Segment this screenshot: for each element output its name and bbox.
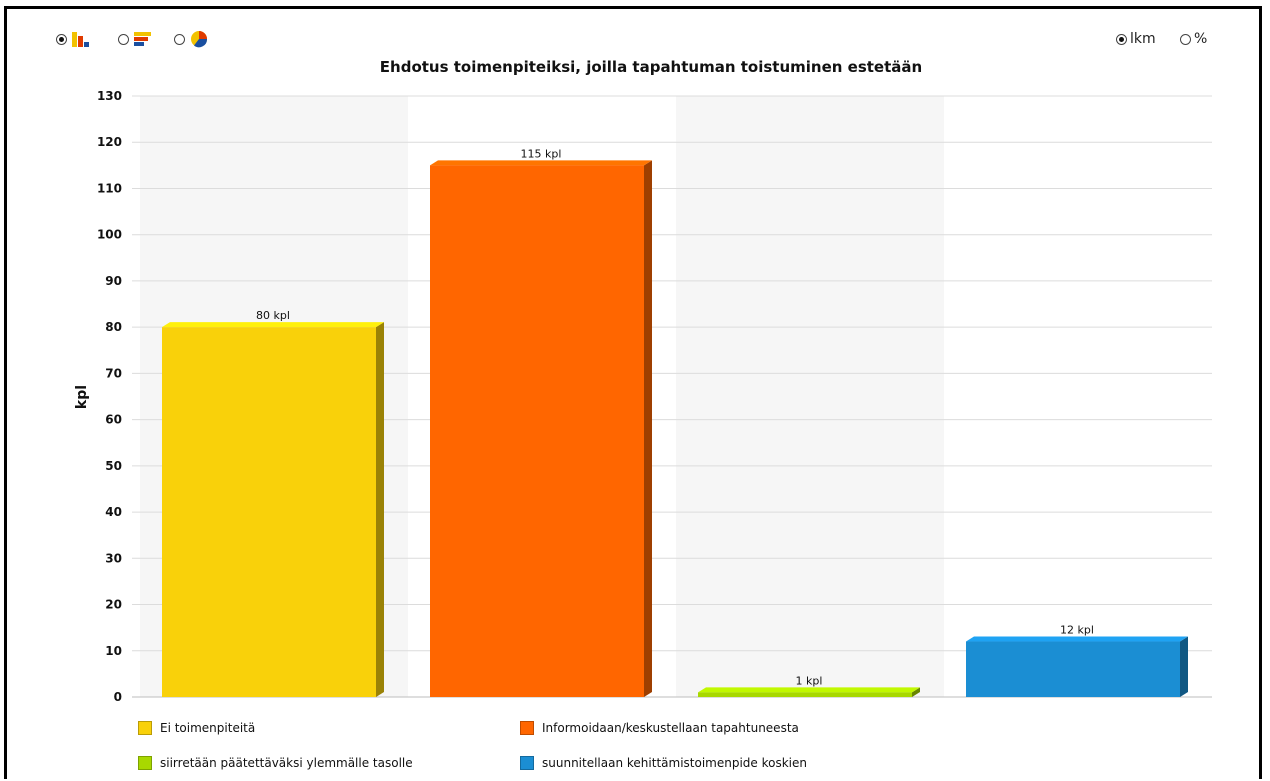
legend-label: suunnitellaan kehittämistoimenpide koski…	[542, 756, 807, 770]
legend-item: siirretään päätettäväksi ylemmälle tasol…	[138, 756, 413, 770]
legend-swatch	[520, 721, 534, 735]
unit-percent-label: %	[1194, 31, 1208, 47]
legend-swatch	[520, 756, 534, 770]
legend-item: Ei toimenpiteitä	[138, 721, 255, 735]
bar-data-label: 1 kpl	[796, 674, 823, 687]
bar-front	[162, 327, 376, 697]
bar-data-label: 12 kpl	[1060, 624, 1094, 637]
legend-swatch	[138, 756, 152, 770]
y-tick-label: 70	[105, 366, 122, 380]
bar-side	[912, 687, 920, 697]
y-tick-label: 50	[105, 459, 122, 473]
legend-item: Informoidaan/keskustellaan tapahtuneesta	[520, 721, 799, 735]
bar-top	[966, 636, 1188, 642]
unit-lkm-option[interactable]: lkm	[1116, 31, 1156, 47]
bar	[966, 636, 1188, 697]
y-tick-label: 10	[105, 644, 122, 658]
bar	[162, 322, 384, 697]
bar-front	[966, 641, 1180, 697]
bar-front	[430, 165, 644, 697]
y-tick-label: 30	[105, 551, 122, 565]
y-tick-label: 80	[105, 320, 122, 334]
y-tick-label: 100	[97, 228, 122, 242]
unit-percent-radio[interactable]	[1180, 33, 1191, 45]
bar-front	[698, 692, 912, 697]
bar-top	[430, 160, 652, 166]
bar-side	[644, 160, 652, 697]
y-tick-label: 110	[97, 181, 122, 195]
unit-percent-option[interactable]: %	[1180, 31, 1207, 47]
chart-title: Ehdotus toimenpiteiksi, joilla tapahtuma…	[380, 58, 922, 76]
bars: 80 kpl 115 kpl 1 kpl 12 kpl	[162, 147, 1188, 697]
unit-lkm-label: lkm	[1130, 31, 1156, 47]
unit-lkm-radio[interactable]	[1116, 33, 1127, 45]
y-axis-ticks: 0 10 20 30 40 50 60 70 80 90 100 110 120 130	[97, 89, 122, 704]
bar-top	[162, 322, 384, 328]
horizontal-bar-chart-radio[interactable]	[118, 33, 129, 45]
bar-chart-radio[interactable]	[56, 33, 67, 45]
legend-label: Ei toimenpiteitä	[160, 721, 256, 735]
y-tick-label: 0	[114, 690, 122, 704]
pie-chart-radio[interactable]	[174, 33, 185, 45]
bar-side	[376, 322, 384, 697]
horizontal-bar-chart-icon	[134, 32, 151, 46]
bar-top	[698, 687, 920, 693]
y-tick-label: 40	[105, 505, 122, 519]
y-tick-label: 90	[105, 274, 122, 288]
chart-type-pie-option[interactable]	[174, 30, 210, 48]
chart-type-bar-option[interactable]	[56, 30, 92, 48]
y-tick-label: 130	[97, 89, 122, 103]
legend-swatch	[138, 721, 152, 735]
y-tick-label: 60	[105, 413, 122, 427]
chart-type-horizontal-bar-option[interactable]	[118, 30, 154, 48]
legend-item: suunnitellaan kehittämistoimenpide koski…	[520, 756, 807, 770]
bar-chart-icon	[72, 32, 89, 47]
bar-data-label: 80 kpl	[256, 309, 290, 322]
bar	[698, 687, 920, 697]
y-tick-label: 120	[97, 135, 122, 149]
y-tick-label: 20	[105, 598, 122, 612]
y-axis-label: kpl	[74, 385, 90, 409]
pie-chart-icon	[191, 31, 208, 48]
bar-side	[1180, 636, 1188, 697]
category-band	[676, 96, 944, 697]
bar	[430, 160, 652, 697]
legend-label: siirretään päätettäväksi ylemmälle tasol…	[160, 756, 413, 770]
bar-data-label: 115 kpl	[521, 147, 562, 160]
legend-label: Informoidaan/keskustellaan tapahtuneesta	[542, 721, 799, 735]
